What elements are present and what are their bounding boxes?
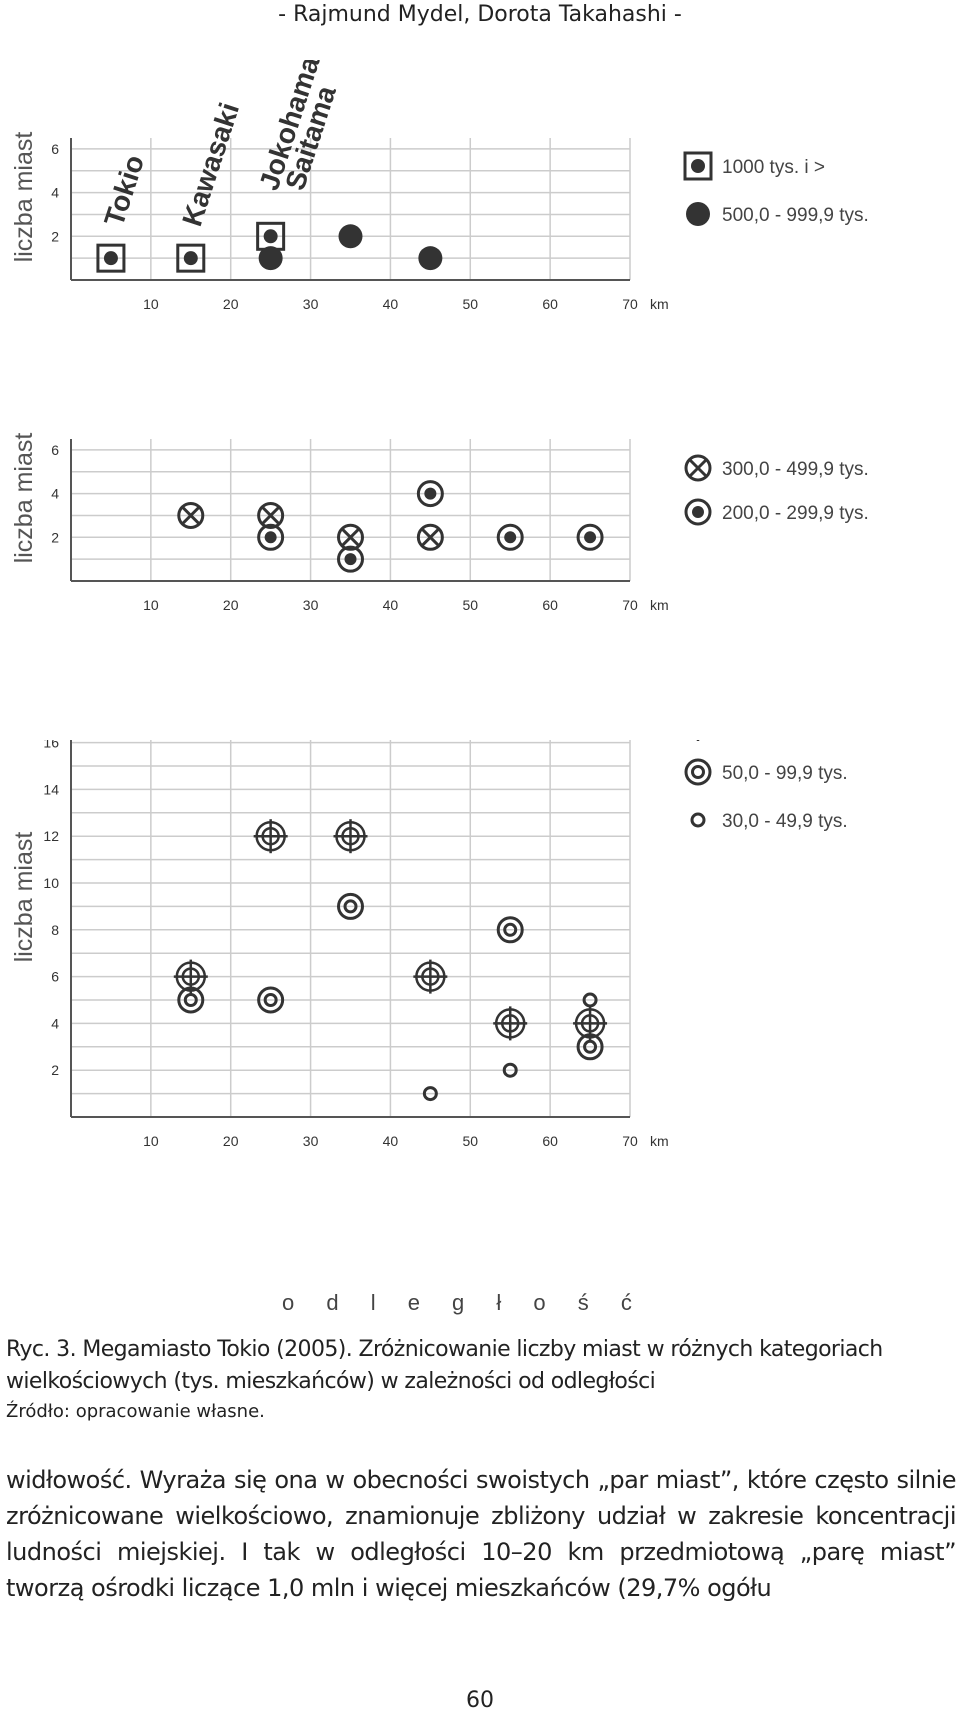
data-point (176, 243, 206, 273)
data-point (576, 523, 604, 551)
legend-symbol (696, 740, 700, 741)
y-tick-label: 10 (43, 875, 59, 891)
data-point (253, 819, 288, 854)
legend-symbol (684, 454, 712, 482)
x-tick-label: 40 (383, 597, 399, 613)
data-point (496, 916, 524, 944)
y-tick-label: 4 (51, 185, 59, 201)
legend-label: 50,0 - 99,9 tys. (722, 763, 848, 784)
y-axis-label: liczba miast (10, 832, 38, 963)
page-number: 60 (466, 1688, 494, 1713)
legend-symbol (683, 151, 713, 181)
y-tick-label: 8 (51, 922, 59, 938)
x-tick-label: 30 (303, 597, 319, 613)
y-tick-label: 14 (43, 781, 59, 797)
x-tick-label: 20 (223, 296, 239, 312)
x-tick-label: 60 (542, 1133, 558, 1149)
y-tick-label: 2 (51, 529, 59, 545)
data-point (413, 959, 448, 994)
y-tick-label: 6 (51, 442, 59, 458)
x-tick-label: 50 (462, 1133, 478, 1149)
y-axis-label: liczba miast (10, 132, 38, 263)
legend-symbol (686, 202, 710, 226)
data-point (333, 819, 368, 854)
y-tick-label: 6 (51, 141, 59, 157)
x-axis-title: o d l e g ł o ś ć (282, 1290, 645, 1315)
data-point (177, 986, 205, 1014)
legend-label: 30,0 - 49,9 tys. (722, 811, 848, 832)
x-tick-label: 30 (303, 296, 319, 312)
data-point (422, 1086, 438, 1102)
data-point (257, 501, 285, 529)
x-tick-label: 10 (143, 296, 159, 312)
x-tick-label: 40 (383, 1133, 399, 1149)
caption-line-1: Ryc. 3. Megamiasto Tokio (2005). Zróżnic… (6, 1337, 883, 1362)
city-label: Tokio (98, 151, 150, 230)
data-point (337, 545, 364, 573)
x-tick-label: 50 (462, 296, 478, 312)
data-point (416, 480, 444, 508)
legend-symbol (684, 758, 712, 786)
data-point (96, 243, 126, 273)
data-point (576, 1033, 604, 1061)
data-point (338, 224, 363, 249)
data-point (493, 1006, 528, 1041)
chart-top: 2 4 6 10 20 30 40 50 60 70 km liczba miast 1000 tys.… (10, 60, 869, 312)
city-label: Kawasaki (176, 99, 245, 230)
y-tick-label: 4 (51, 1015, 59, 1031)
x-unit-label: km (650, 597, 669, 613)
x-tick-label: 70 (622, 296, 638, 312)
y-tick-label: 2 (51, 1062, 59, 1078)
x-tick-label: 70 (622, 1133, 638, 1149)
data-point (582, 992, 598, 1008)
chart-bottom: 2468101214161810203040506070kmliczba mia… (10, 740, 848, 1149)
x-tick-label: 60 (542, 296, 558, 312)
data-point (496, 523, 524, 551)
y-tick-label: 6 (51, 969, 59, 985)
x-tick-label: 70 (622, 597, 638, 613)
legend-symbol (690, 812, 706, 828)
y-tick-label: 2 (51, 228, 59, 244)
data-point (177, 501, 205, 529)
data-point (337, 523, 364, 551)
figure-caption: Ryc. 3. Megamiasto Tokio (2005). Zróżnic… (6, 1334, 956, 1426)
legend-label: 200,0 - 299,9 tys. (722, 503, 869, 524)
data-point (573, 1006, 608, 1041)
legend-label: 300,0 - 499,9 tys. (722, 459, 869, 480)
y-tick-label: 12 (43, 828, 59, 844)
data-point (258, 246, 283, 271)
x-tick-label: 20 (223, 597, 239, 613)
body-paragraph: widłowość. Wyraża się ona w obecności sw… (6, 1466, 957, 1602)
x-tick-label: 40 (383, 296, 399, 312)
legend-symbol (684, 498, 712, 526)
data-point (502, 1062, 518, 1078)
x-tick-label: 60 (542, 597, 558, 613)
caption-line-2: wielkościowych (tys. mieszkańców) w zale… (6, 1369, 656, 1394)
x-tick-label: 20 (223, 1133, 239, 1149)
running-header: - Rajmund Mydel, Dorota Takahashi - (278, 2, 682, 27)
x-tick-label: 10 (143, 1133, 159, 1149)
x-unit-label: km (650, 1133, 669, 1149)
y-tick-label: 4 (51, 486, 59, 502)
data-point (257, 986, 285, 1014)
data-point (257, 523, 285, 551)
data-point (418, 246, 443, 271)
legend-label: 1000 tys. i > (722, 157, 825, 178)
caption-source: Źródło: opracowanie własne. (6, 1401, 265, 1422)
chart-middle: 2 4 6 10 20 30 40 50 60 70 km liczba miast 300,0 - 4… (10, 433, 869, 613)
x-unit-label: km (650, 296, 669, 312)
data-point (416, 523, 444, 551)
y-tick-label: 16 (43, 740, 59, 751)
x-tick-label: 30 (303, 1133, 319, 1149)
x-tick-label: 50 (462, 597, 478, 613)
data-point (337, 892, 364, 920)
x-tick-label: 10 (143, 597, 159, 613)
legend-label: 500,0 - 999,9 tys. (722, 205, 869, 226)
y-axis-label: liczba miast (10, 433, 38, 564)
